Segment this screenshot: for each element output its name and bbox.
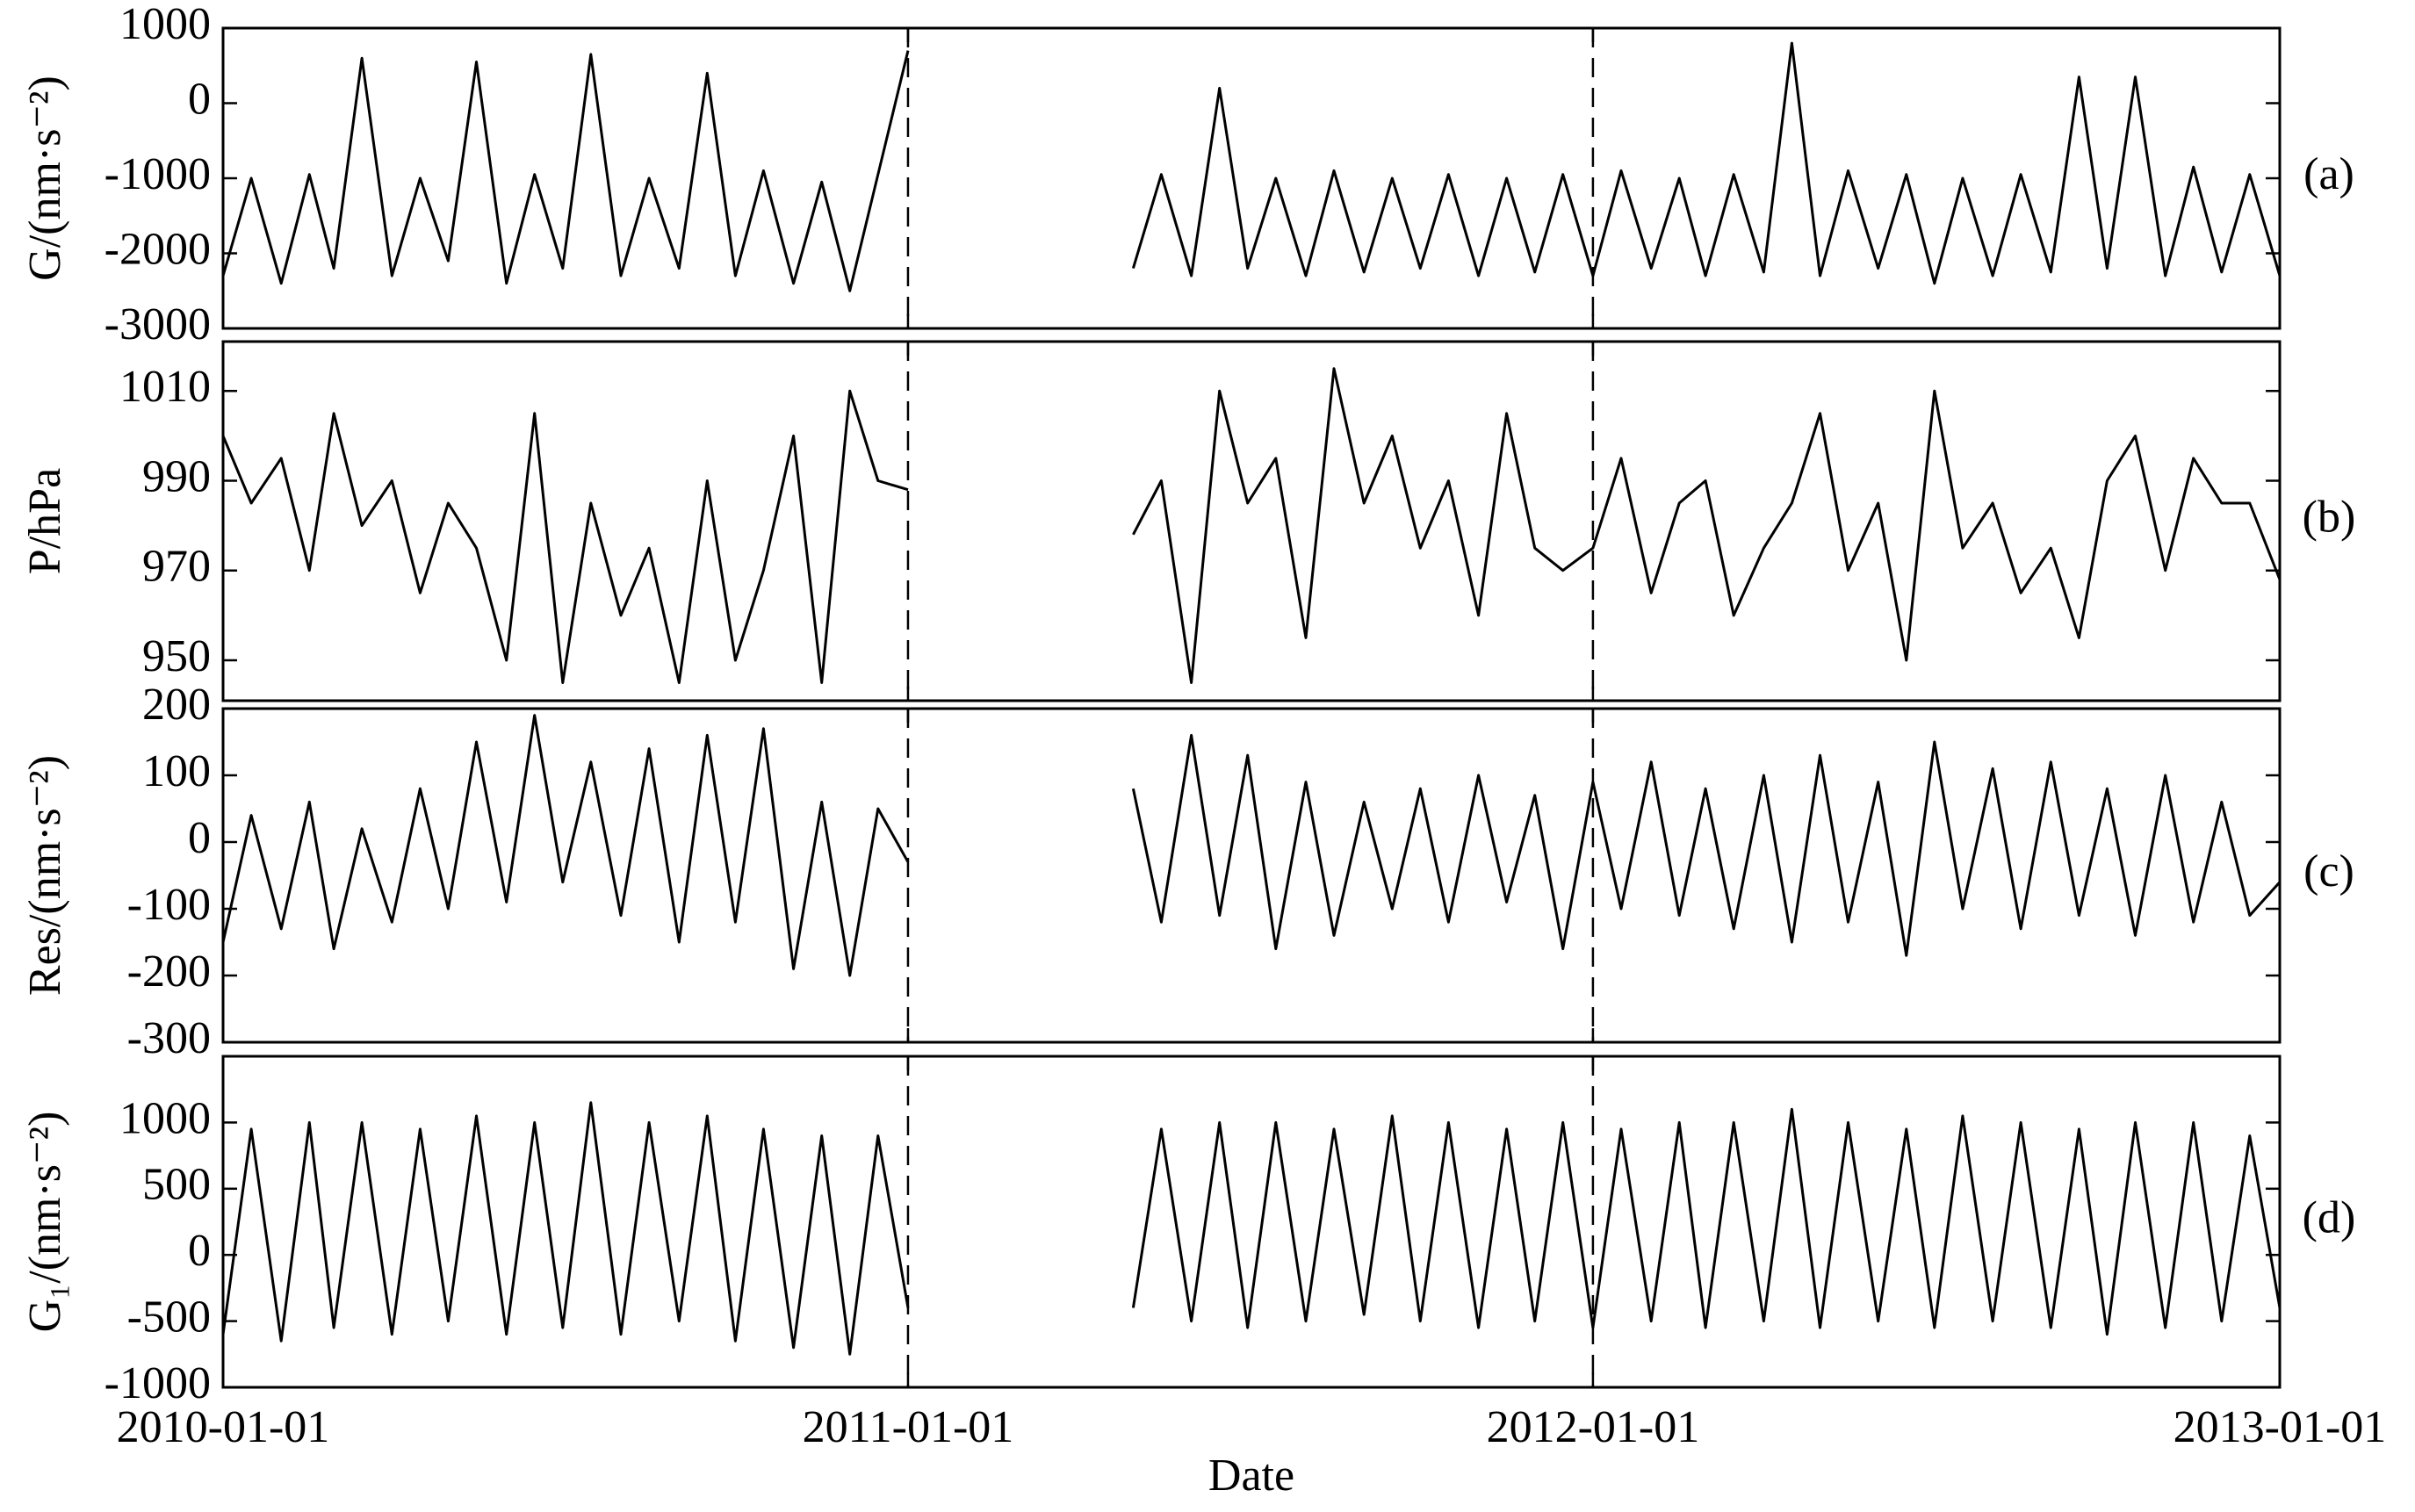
plot-frame <box>221 340 2282 702</box>
series-line <box>221 367 2282 684</box>
y-tick-label: 1000 <box>119 0 211 49</box>
panel-label: (d) <box>2303 1192 2356 1242</box>
y-tick-label: -1000 <box>105 149 211 199</box>
y-axis-label: G₁/(nm·s⁻²) <box>20 1112 70 1333</box>
y-tick-label: 950 <box>142 631 211 681</box>
y-tick-label: 1010 <box>119 362 211 412</box>
y-tick-label: -200 <box>127 947 211 997</box>
panel-label: (c) <box>2303 846 2354 896</box>
y-tick-label: 0 <box>188 74 211 124</box>
y-tick-label: 0 <box>188 813 211 863</box>
y-tick-label: 500 <box>142 1160 211 1210</box>
y-tick-label: 200 <box>142 680 211 730</box>
y-tick-label: -2000 <box>105 224 211 274</box>
plot-frame <box>221 707 2282 1044</box>
y-tick-label: 1000 <box>119 1093 211 1143</box>
y-tick-label: -300 <box>127 1013 211 1063</box>
y-tick-label: 0 <box>188 1226 211 1276</box>
plot-frame <box>221 26 2282 330</box>
y-axis-label: G/(nm·s⁻²) <box>20 76 70 281</box>
y-tick-label: -100 <box>127 880 211 930</box>
series-line <box>221 1101 2282 1356</box>
x-axis-label: Date <box>1208 1451 1294 1501</box>
y-tick-label: -500 <box>127 1292 211 1343</box>
x-tick-label: 2012-01-01 <box>1487 1402 1700 1452</box>
series-line <box>221 714 2282 977</box>
x-tick-label: 2011-01-01 <box>803 1402 1014 1452</box>
y-axis-label: P/hPa <box>20 468 70 574</box>
y-tick-label: 100 <box>142 746 211 796</box>
plot-frame <box>221 1055 2282 1389</box>
x-tick-label: 2013-01-01 <box>2174 1402 2387 1452</box>
y-tick-label: -1000 <box>105 1358 211 1408</box>
panel-label: (b) <box>2303 492 2356 542</box>
x-tick-label: 2010-01-01 <box>117 1402 330 1452</box>
y-axis-label: Res/(nm·s⁻²) <box>20 755 70 996</box>
series-line <box>221 41 2282 292</box>
y-tick-label: 990 <box>142 451 211 501</box>
y-tick-label: 970 <box>142 542 211 592</box>
y-tick-label: -3000 <box>105 299 211 349</box>
panel-label: (a) <box>2303 149 2354 199</box>
